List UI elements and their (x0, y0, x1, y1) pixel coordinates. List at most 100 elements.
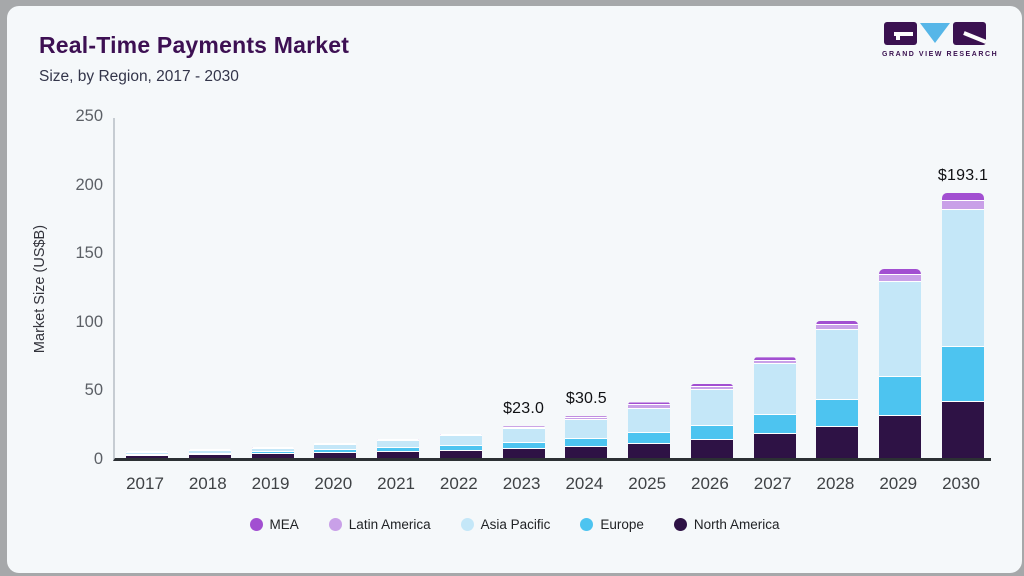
x-axis-labels: 2017 2018 2019 2020 2021 2022 2023 2024 2025 2026… (113, 474, 991, 496)
legend-label: North America (693, 517, 780, 532)
bar-segment-mea (502, 426, 545, 429)
bar-segment-latin-america (439, 434, 482, 436)
x-tick-label: 2030 (942, 474, 980, 493)
bar-segment-asia-pacific (879, 281, 922, 378)
x-tick-label: 2020 (314, 474, 353, 493)
bar-segment-latin-america (188, 450, 231, 452)
legend-item-asia-pacific: Asia Pacific (460, 517, 551, 532)
bar-2024 (565, 416, 608, 458)
x-tick-label: 2018 (188, 474, 227, 493)
bar-2022 (439, 433, 482, 458)
bar-segment-europe (439, 445, 482, 451)
x-tick-label: 2023 (502, 474, 541, 493)
bar-segment-north-america (942, 401, 984, 458)
bar-2027 (753, 357, 796, 458)
logo-caption: GRAND VIEW RESEARCH (882, 51, 999, 58)
bar-2020 (314, 443, 357, 458)
legend-swatch-icon (460, 518, 474, 531)
bar-segment-mea (816, 320, 859, 326)
plot-area: $23.0 $30.5 $193.1 (113, 118, 991, 461)
bar-segment-mea (690, 383, 733, 387)
logo-letter-v-icon (920, 23, 950, 43)
bar-segment-north-america (753, 434, 796, 458)
x-tick-label: 2019 (251, 474, 290, 493)
legend-item-north-america: North America (673, 517, 780, 532)
bar-segment-asia-pacific (816, 329, 859, 401)
bar-segment-north-america (879, 416, 922, 458)
bar-segment-europe (188, 453, 231, 456)
bar-segment-asia-pacific (628, 408, 671, 434)
bar-segment-asia-pacific (753, 364, 796, 415)
bar-segment-europe (942, 346, 984, 402)
bar-segment-europe (879, 377, 922, 417)
page-title: Real-Time Payments Market (39, 32, 350, 58)
legend-label: Asia Pacific (480, 517, 551, 532)
bar-2023 (502, 426, 545, 458)
bar-segment-europe (628, 433, 671, 444)
bar-segment-north-america (314, 453, 357, 458)
bar-segment-mea (753, 357, 796, 361)
y-tick-label: 250 (75, 107, 103, 125)
bar-segment-north-america (439, 450, 482, 458)
legend-swatch-icon (249, 518, 263, 531)
bar-segment-latin-america (942, 201, 984, 211)
bar-2030 (942, 193, 984, 458)
bar-segment-asia-pacific (565, 419, 608, 439)
bar-segment-latin-america (565, 418, 608, 420)
bar-2028 (816, 320, 859, 458)
bar-segment-latin-america (251, 447, 294, 449)
x-tick-label: 2017 (126, 474, 164, 493)
bar-segment-asia-pacific (690, 389, 733, 426)
bar-2017 (126, 450, 168, 458)
x-tick-label: 2022 (439, 474, 478, 493)
bar-2018 (188, 449, 231, 458)
bar-2029 (879, 268, 922, 458)
bar-segment-latin-america (690, 386, 733, 390)
bar-segment-mea (942, 193, 984, 202)
gvr-logo: GRAND VIEW RESEARCH (882, 22, 999, 58)
x-tick-label: 2028 (816, 474, 855, 493)
legend-swatch-icon (580, 518, 594, 531)
bar-segment-north-america (502, 449, 545, 458)
y-tick-label: 100 (75, 312, 103, 331)
bar-segment-north-america (377, 451, 420, 458)
bar-segment-north-america (565, 446, 608, 458)
bar-segment-asia-pacific (502, 429, 545, 444)
bars-layer: $23.0 $30.5 $193.1 (115, 118, 991, 458)
gvr-logo-mark (882, 22, 988, 46)
bar-segment-latin-america (377, 439, 420, 441)
bar-segment-mea (126, 450, 168, 452)
bar-segment-europe (816, 400, 859, 428)
bar-segment-asia-pacific (126, 452, 168, 455)
bar-segment-asia-pacific (377, 440, 420, 449)
bar-2021 (377, 438, 420, 458)
value-label: $30.5 (565, 390, 607, 408)
bar-segment-latin-america (816, 325, 859, 330)
y-tick-label: 150 (75, 244, 103, 263)
legend: MEA Latin America Asia Pacific Europe North … (7, 517, 1022, 532)
page-subtitle: Size, by Region, 2017 - 2030 (39, 68, 239, 85)
y-tick-label: 0 (93, 450, 103, 468)
y-tick-label: 50 (84, 381, 103, 400)
bar-segment-latin-america (126, 451, 168, 453)
bar-segment-mea (251, 446, 294, 448)
bar-segment-north-america (628, 443, 671, 458)
bar-segment-europe (753, 414, 796, 435)
legend-label: Latin America (348, 517, 431, 532)
bar-segment-europe (377, 448, 420, 452)
legend-item-europe: Europe (580, 517, 644, 532)
bar-segment-north-america (690, 439, 733, 458)
bar-2026 (690, 383, 733, 458)
bar-segment-mea (377, 438, 420, 440)
legend-label: Europe (600, 517, 644, 532)
bar-segment-europe (502, 443, 545, 450)
bar-segment-mea (879, 268, 922, 276)
bar-segment-latin-america (753, 360, 796, 365)
x-tick-label: 2021 (377, 474, 415, 493)
bar-segment-mea (314, 443, 357, 445)
bar-segment-europe (126, 454, 168, 456)
bar-segment-asia-pacific (188, 451, 231, 454)
x-tick-label: 2029 (879, 474, 918, 493)
logo-letter-r-icon (953, 22, 986, 45)
bar-segment-asia-pacific (314, 445, 357, 451)
